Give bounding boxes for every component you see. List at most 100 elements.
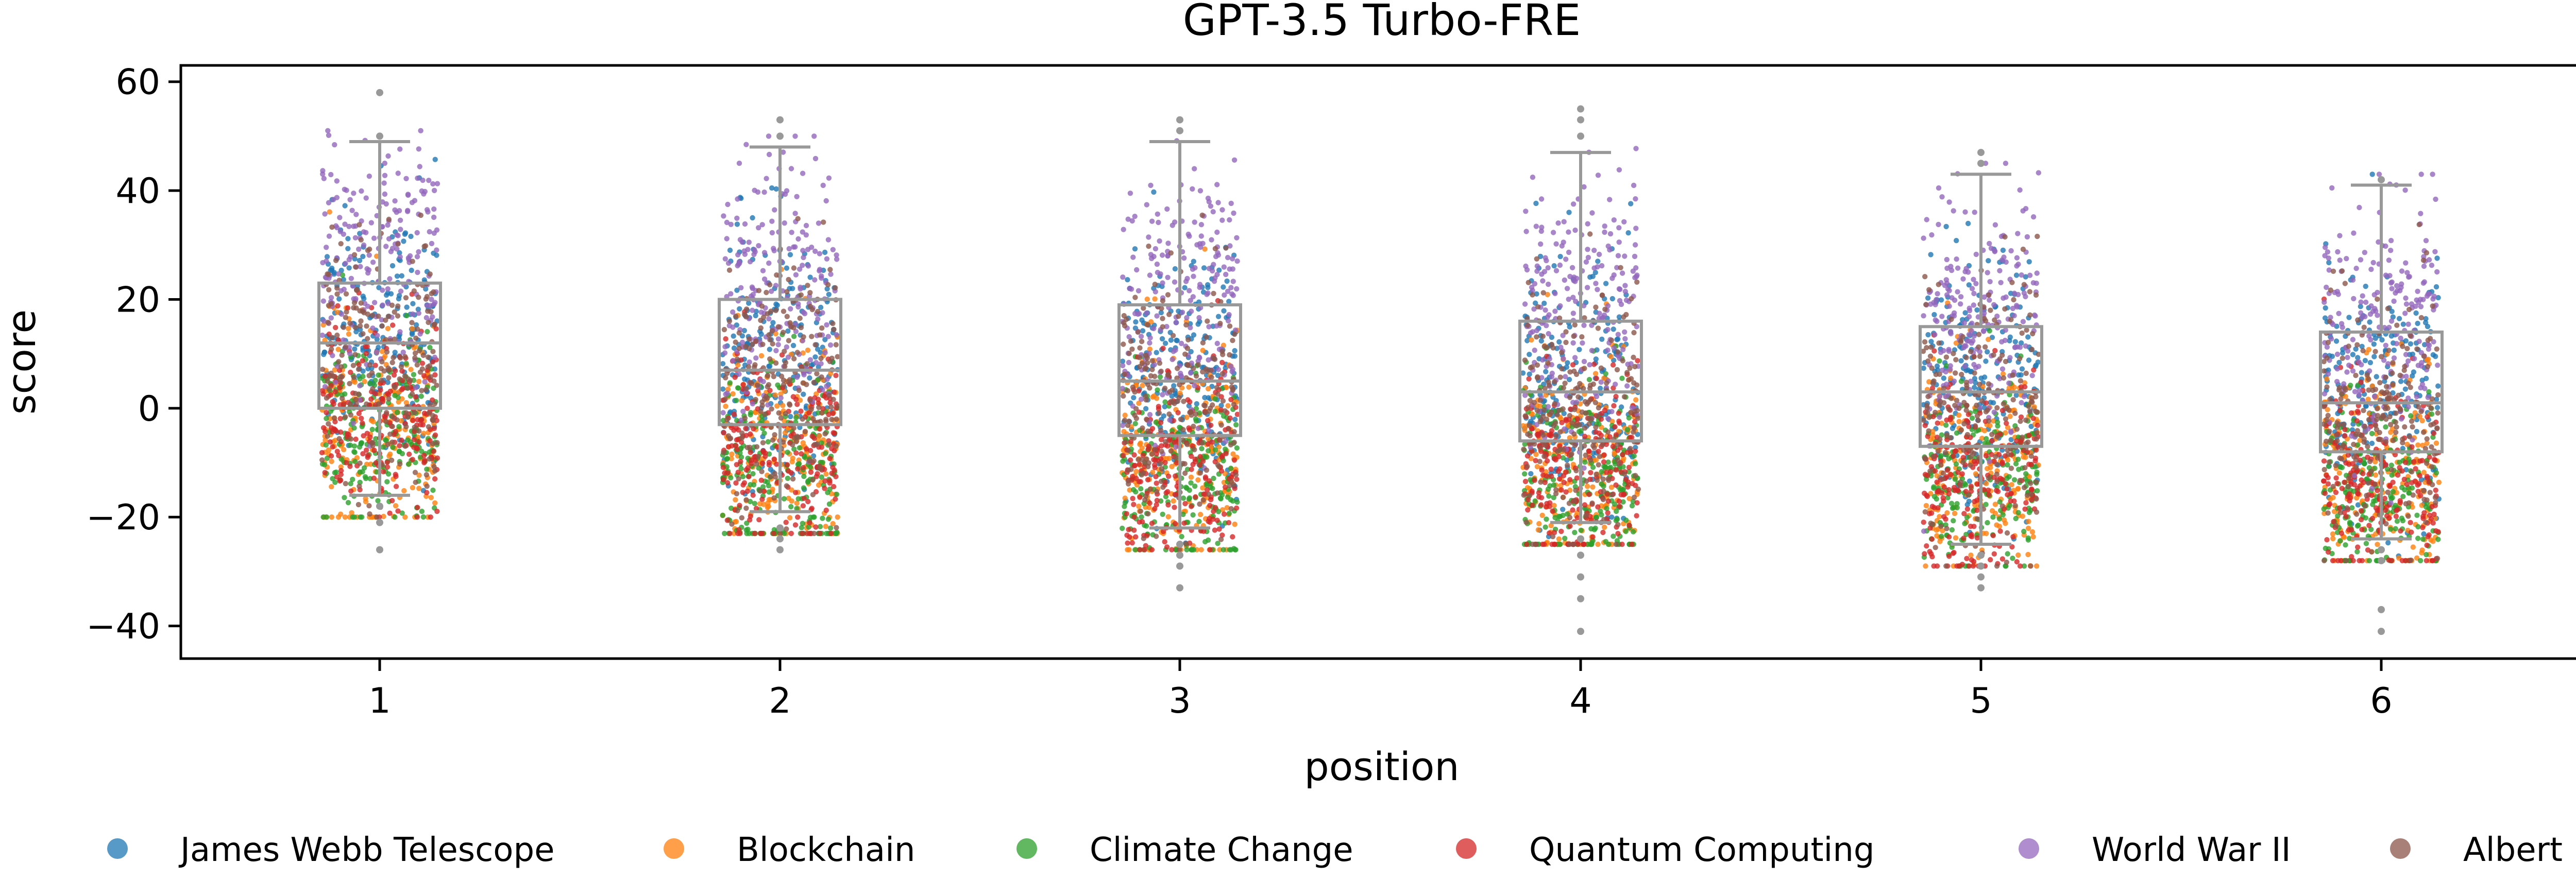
data-point <box>805 283 810 288</box>
data-point <box>1584 484 1590 489</box>
data-point <box>834 416 839 422</box>
data-point <box>729 451 735 457</box>
data-point <box>326 275 332 281</box>
data-point <box>374 253 380 259</box>
data-point <box>809 334 815 339</box>
data-point <box>831 430 836 436</box>
data-point <box>1233 472 1239 478</box>
data-point <box>1172 505 1177 510</box>
data-point <box>404 209 411 214</box>
data-point <box>1557 446 1563 452</box>
data-point <box>1625 484 1631 490</box>
data-point <box>1561 479 1567 486</box>
data-point <box>329 484 334 490</box>
data-point <box>1550 533 1556 540</box>
data-point <box>1602 223 1607 229</box>
data-point <box>828 530 834 537</box>
data-point <box>1197 188 1204 194</box>
data-point <box>773 186 779 192</box>
data-point <box>1605 429 1611 435</box>
data-point <box>1597 386 1603 391</box>
data-point <box>352 346 358 352</box>
data-point <box>1159 305 1164 312</box>
data-point <box>821 219 826 225</box>
data-point <box>396 424 402 429</box>
data-point <box>351 514 358 520</box>
data-point <box>348 412 354 418</box>
data-point <box>341 337 346 343</box>
data-point <box>787 515 793 521</box>
data-point <box>1193 494 1198 500</box>
data-point <box>1217 320 1223 326</box>
data-point <box>1184 346 1191 351</box>
data-point <box>342 495 347 501</box>
data-point <box>1572 529 1578 536</box>
data-point <box>1130 495 1136 502</box>
data-point <box>351 191 357 196</box>
data-point <box>1219 207 1225 213</box>
data-point <box>736 385 741 391</box>
data-point <box>1139 339 1145 344</box>
data-point <box>432 321 437 327</box>
data-point <box>1234 445 1240 451</box>
data-point <box>1222 292 1227 298</box>
data-point <box>760 268 766 273</box>
data-point <box>1530 175 1536 180</box>
data-point <box>1212 408 1218 415</box>
data-point <box>1535 527 1541 533</box>
data-point <box>1122 371 1127 377</box>
data-point <box>1589 348 1595 353</box>
data-point <box>1139 472 1145 478</box>
data-point <box>833 285 838 291</box>
data-point <box>811 379 817 385</box>
data-point <box>746 239 752 245</box>
data-point <box>338 477 344 483</box>
data-point <box>1585 221 1590 227</box>
data-point <box>1125 540 1130 546</box>
data-point <box>1225 255 1231 261</box>
data-point <box>332 389 338 394</box>
data-point <box>757 488 763 494</box>
data-point <box>403 424 409 429</box>
data-point <box>1605 347 1611 353</box>
data-point <box>392 514 398 520</box>
data-point <box>348 369 353 375</box>
data-point <box>396 334 402 339</box>
data-point <box>319 388 326 393</box>
data-point <box>830 247 836 252</box>
data-point <box>1564 364 1569 370</box>
data-point <box>333 379 338 385</box>
data-point <box>1566 249 1572 255</box>
data-point <box>380 444 386 450</box>
data-point <box>1621 471 1628 477</box>
data-point <box>1124 532 1130 538</box>
data-point <box>1120 386 1126 391</box>
data-point <box>418 212 423 218</box>
data-point <box>793 415 799 421</box>
data-point <box>415 306 421 312</box>
data-point <box>820 515 825 521</box>
data-point <box>765 402 771 408</box>
data-point <box>1214 385 1220 390</box>
data-point <box>1615 332 1621 337</box>
data-point <box>742 416 748 421</box>
data-point <box>414 445 419 451</box>
data-point <box>786 338 792 343</box>
data-point <box>389 246 396 251</box>
data-point <box>320 514 326 520</box>
data-point <box>1544 417 1550 422</box>
data-point <box>745 247 751 252</box>
data-point <box>1192 447 1197 453</box>
data-point <box>830 464 836 470</box>
data-point <box>818 304 824 310</box>
data-point <box>1536 521 1542 527</box>
data-point <box>761 250 768 255</box>
data-point <box>1154 533 1159 539</box>
data-point <box>1530 292 1535 298</box>
data-point <box>434 455 440 461</box>
data-point <box>1570 400 1576 405</box>
data-point <box>1227 547 1233 553</box>
data-point <box>399 368 405 374</box>
data-point <box>416 439 422 445</box>
data-point <box>324 245 329 250</box>
